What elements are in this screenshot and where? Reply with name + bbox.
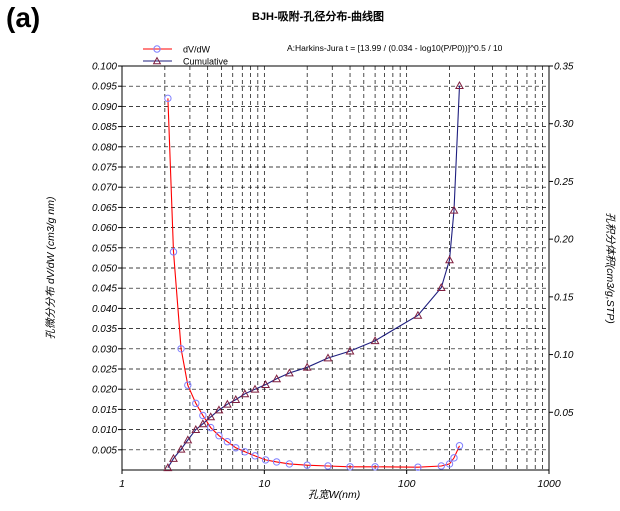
x-tick-label: 10 xyxy=(258,478,270,490)
data-point-circle xyxy=(414,463,422,471)
data-point-circle xyxy=(371,463,379,471)
data-point-triangle xyxy=(163,463,173,472)
data-point-triangle xyxy=(413,310,423,319)
y-tick-label-left: 0.030 xyxy=(92,344,117,355)
data-point-triangle xyxy=(436,282,446,292)
data-point-circle xyxy=(272,458,281,466)
data-point-triangle xyxy=(302,362,312,371)
grid-lines xyxy=(122,66,549,470)
y-tick-label-left: 0.055 xyxy=(92,243,117,254)
y-tick-label-right: 0.25 xyxy=(554,177,574,188)
data-point-circle xyxy=(232,444,240,452)
data-point-circle xyxy=(184,381,192,389)
y-tick-label-left: 0.085 xyxy=(92,122,117,133)
data-point-circle xyxy=(285,460,294,468)
data-point-triangle xyxy=(169,453,178,462)
y-tick-label-right: 0.20 xyxy=(554,235,574,246)
y-tick-label-left: 0.075 xyxy=(92,163,117,174)
y-tick-label-right: 0.10 xyxy=(554,350,574,361)
y-tick-label-left: 0.025 xyxy=(92,365,117,376)
data-point-triangle xyxy=(370,336,380,345)
axes: 0.005 0.010 0.015 0.020 0.025 0.030 0.035 0.040… xyxy=(92,62,574,491)
y-tick-label-left: 0.035 xyxy=(92,324,117,335)
data-point-triangle xyxy=(191,424,201,433)
y-tick-label-left: 0.090 xyxy=(92,102,117,113)
panel-label: (a) xyxy=(6,2,41,33)
x-axis-label: 孔宽W(nm) xyxy=(308,489,361,501)
data-point-circle xyxy=(261,456,270,464)
data-point-triangle xyxy=(345,346,355,355)
data-point-circle xyxy=(445,460,454,468)
y-tick-label-left: 0.020 xyxy=(92,385,117,396)
data-point-circle xyxy=(251,452,259,460)
data-point-circle xyxy=(223,438,232,446)
series-line-cumulative xyxy=(167,85,461,468)
data-point-circle xyxy=(241,448,249,456)
y-tick-label-right: 0.05 xyxy=(554,408,574,419)
x-tick-label: 1000 xyxy=(537,478,561,490)
data-point-circle xyxy=(207,423,215,432)
legend-marker-triangle xyxy=(152,56,162,65)
y-tick-label-left: 0.040 xyxy=(92,304,117,315)
y-tick-label-left: 0.010 xyxy=(92,425,117,436)
data-point-circle xyxy=(455,442,464,450)
data-series xyxy=(163,80,464,472)
y-axis-label-right: 孔积分体积(cm3/g,STP) xyxy=(604,212,616,323)
data-point-circle xyxy=(324,462,332,470)
x-tick-label: 100 xyxy=(398,478,416,490)
data-point-circle xyxy=(199,411,207,420)
x-tick-label: 1 xyxy=(119,478,125,490)
data-point-triangle xyxy=(284,368,294,377)
data-point-circle xyxy=(177,345,185,353)
y-axis-label-left: 孔微分分布 dV/dW (cm3/g nm) xyxy=(45,197,57,340)
y-tick-label-left: 0.045 xyxy=(92,284,117,295)
formula-annotation: A:Harkins-Jura t = [13.99 / (0.034 - log… xyxy=(287,43,503,53)
data-point-triangle xyxy=(222,399,232,408)
data-point-triangle xyxy=(449,205,459,214)
y-tick-label-left: 0.080 xyxy=(92,142,117,153)
series-line-dv-dw xyxy=(167,98,461,468)
data-point-triangle xyxy=(250,384,260,393)
y-tick-label-left: 0.065 xyxy=(92,203,117,214)
y-tick-label-left: 0.100 xyxy=(92,62,117,73)
data-point-circle xyxy=(164,94,172,103)
data-point-triangle xyxy=(231,394,241,403)
legend-marker-circle xyxy=(153,45,161,53)
data-point-triangle xyxy=(240,389,250,398)
data-point-triangle xyxy=(198,419,208,428)
y-tick-label-left: 0.070 xyxy=(92,183,117,194)
y-tick-label-left: 0.005 xyxy=(92,445,117,456)
data-point-circle xyxy=(437,462,445,470)
legend: dV/dW Cumulative xyxy=(143,45,228,67)
data-point-triangle xyxy=(455,80,464,90)
data-point-triangle xyxy=(445,255,454,264)
data-point-triangle xyxy=(272,374,282,383)
data-point-triangle xyxy=(183,435,193,444)
legend-label: Cumulative xyxy=(183,57,228,67)
y-tick-label-right: 0.15 xyxy=(554,292,574,303)
legend-label: dV/dW xyxy=(183,45,211,55)
data-point-circle xyxy=(303,461,311,469)
data-point-triangle xyxy=(214,405,224,414)
y-tick-label-left: 0.060 xyxy=(92,223,117,234)
y-tick-label-right: 0.35 xyxy=(554,62,574,73)
chart-title: BJH-吸附-孔径分布-曲线图 xyxy=(252,9,384,23)
y-tick-label-right: 0.30 xyxy=(554,119,574,130)
data-point-triangle xyxy=(323,353,333,362)
data-point-circle xyxy=(192,399,200,408)
y-tick-label-left: 0.095 xyxy=(92,82,117,93)
data-point-circle xyxy=(346,463,354,471)
data-point-circle xyxy=(169,248,178,256)
data-point-triangle xyxy=(261,379,271,388)
data-point-triangle xyxy=(206,412,216,421)
y-tick-label-left: 0.015 xyxy=(92,405,117,416)
data-point-triangle xyxy=(176,444,186,453)
data-point-circle xyxy=(215,431,223,440)
y-tick-label-left: 0.050 xyxy=(92,264,117,275)
data-point-circle xyxy=(450,454,458,462)
